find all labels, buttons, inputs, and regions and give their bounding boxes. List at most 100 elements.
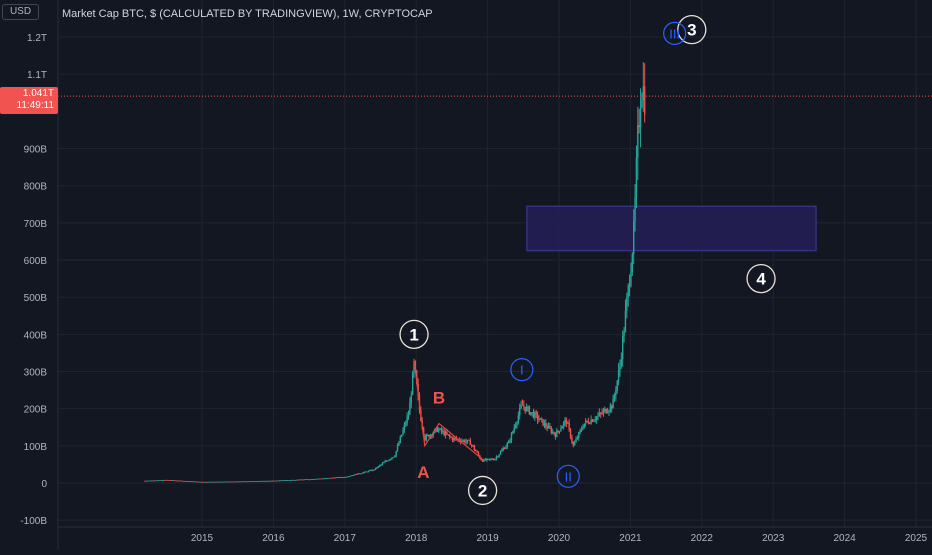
- candle-body[interactable]: [159, 480, 161, 481]
- candle-body[interactable]: [634, 197, 636, 222]
- candle-body[interactable]: [260, 480, 263, 482]
- candle-body[interactable]: [357, 473, 359, 475]
- candle-body[interactable]: [405, 423, 407, 425]
- candle-body[interactable]: [214, 481, 216, 483]
- candle-body[interactable]: [561, 426, 563, 429]
- candle-body[interactable]: [409, 402, 411, 415]
- candle-body[interactable]: [218, 481, 220, 483]
- candle-body[interactable]: [619, 365, 621, 371]
- candle-body[interactable]: [484, 459, 487, 461]
- candle-body[interactable]: [210, 481, 212, 483]
- candle-body[interactable]: [535, 412, 537, 415]
- candle-body[interactable]: [310, 479, 312, 480]
- candle-body[interactable]: [145, 480, 147, 482]
- candle-body[interactable]: [422, 427, 425, 435]
- candle-body[interactable]: [249, 481, 252, 483]
- candle-body[interactable]: [302, 479, 304, 481]
- candle-body[interactable]: [336, 477, 338, 479]
- candle-body[interactable]: [247, 481, 249, 483]
- candle-body[interactable]: [575, 438, 577, 443]
- candle-body[interactable]: [340, 477, 342, 478]
- candle-body[interactable]: [333, 477, 336, 479]
- candle-body[interactable]: [428, 435, 430, 438]
- candle-body[interactable]: [637, 125, 639, 158]
- candle-body[interactable]: [584, 420, 587, 424]
- candle-body[interactable]: [300, 479, 303, 481]
- candle-body[interactable]: [350, 475, 352, 477]
- candle-body[interactable]: [370, 470, 373, 472]
- candle-body[interactable]: [528, 406, 531, 415]
- candle-body[interactable]: [638, 125, 640, 128]
- candle-body[interactable]: [190, 481, 193, 483]
- candle-body[interactable]: [543, 422, 546, 426]
- candle-body[interactable]: [271, 480, 274, 482]
- candle-body[interactable]: [383, 462, 385, 464]
- candle-body[interactable]: [182, 480, 185, 482]
- candle-body[interactable]: [251, 481, 253, 482]
- candle-body[interactable]: [530, 412, 532, 415]
- candle-body[interactable]: [536, 414, 539, 420]
- candle-body[interactable]: [395, 450, 397, 457]
- candle-body[interactable]: [296, 479, 298, 481]
- candle-body[interactable]: [608, 410, 610, 413]
- candle-body[interactable]: [468, 439, 470, 441]
- candle-body[interactable]: [348, 476, 351, 477]
- candle-body[interactable]: [325, 478, 327, 479]
- candle-body[interactable]: [164, 479, 167, 481]
- candle-body[interactable]: [476, 451, 478, 453]
- candle-body[interactable]: [330, 477, 333, 479]
- candle-body[interactable]: [153, 480, 156, 482]
- candle-body[interactable]: [514, 425, 517, 428]
- candle-body[interactable]: [600, 413, 602, 414]
- candle-body[interactable]: [351, 475, 353, 477]
- candle-body[interactable]: [341, 477, 344, 479]
- candle-body[interactable]: [389, 458, 392, 460]
- candle-body[interactable]: [238, 481, 241, 483]
- candle-body[interactable]: [580, 429, 583, 431]
- candle-body[interactable]: [241, 481, 244, 483]
- candle-body[interactable]: [177, 480, 179, 482]
- candle-body[interactable]: [627, 285, 629, 298]
- candle-body[interactable]: [186, 481, 189, 482]
- candle-body[interactable]: [564, 419, 566, 423]
- candle-body[interactable]: [447, 434, 450, 436]
- candle-body[interactable]: [168, 480, 171, 481]
- candle-body[interactable]: [252, 481, 255, 482]
- candle-body[interactable]: [293, 480, 296, 481]
- candle-body[interactable]: [597, 415, 599, 417]
- candle-body[interactable]: [295, 479, 297, 481]
- candle-body[interactable]: [173, 480, 175, 482]
- candle-body[interactable]: [178, 480, 180, 482]
- candle-body[interactable]: [384, 461, 386, 463]
- candle-body[interactable]: [517, 415, 520, 423]
- candle-body[interactable]: [185, 480, 187, 482]
- candle-body[interactable]: [162, 480, 164, 481]
- candle-body[interactable]: [407, 414, 410, 417]
- candle-body[interactable]: [579, 430, 581, 433]
- candle-body[interactable]: [378, 465, 381, 467]
- candle-body[interactable]: [244, 481, 246, 483]
- candle-body[interactable]: [565, 419, 568, 424]
- candle-body[interactable]: [245, 481, 248, 483]
- candle-body[interactable]: [355, 474, 358, 476]
- candle-body[interactable]: [243, 481, 245, 483]
- candle-body[interactable]: [551, 431, 554, 433]
- candle-body[interactable]: [208, 481, 211, 483]
- candle-body[interactable]: [497, 456, 499, 458]
- candle-body[interactable]: [377, 466, 380, 468]
- candle-body[interactable]: [589, 423, 591, 425]
- candle-body[interactable]: [604, 409, 606, 411]
- candle-body[interactable]: [284, 480, 286, 482]
- candle-body[interactable]: [166, 479, 168, 481]
- candle-body[interactable]: [620, 359, 623, 366]
- candle-body[interactable]: [438, 429, 440, 432]
- candle-body[interactable]: [192, 481, 194, 483]
- candle-body[interactable]: [263, 480, 266, 482]
- candle-body[interactable]: [510, 433, 513, 441]
- candle-body[interactable]: [557, 430, 559, 432]
- candle-body[interactable]: [354, 474, 356, 476]
- candle-body[interactable]: [262, 480, 264, 482]
- candle-body[interactable]: [595, 416, 598, 420]
- candle-body[interactable]: [367, 470, 370, 472]
- candle-body[interactable]: [613, 395, 616, 399]
